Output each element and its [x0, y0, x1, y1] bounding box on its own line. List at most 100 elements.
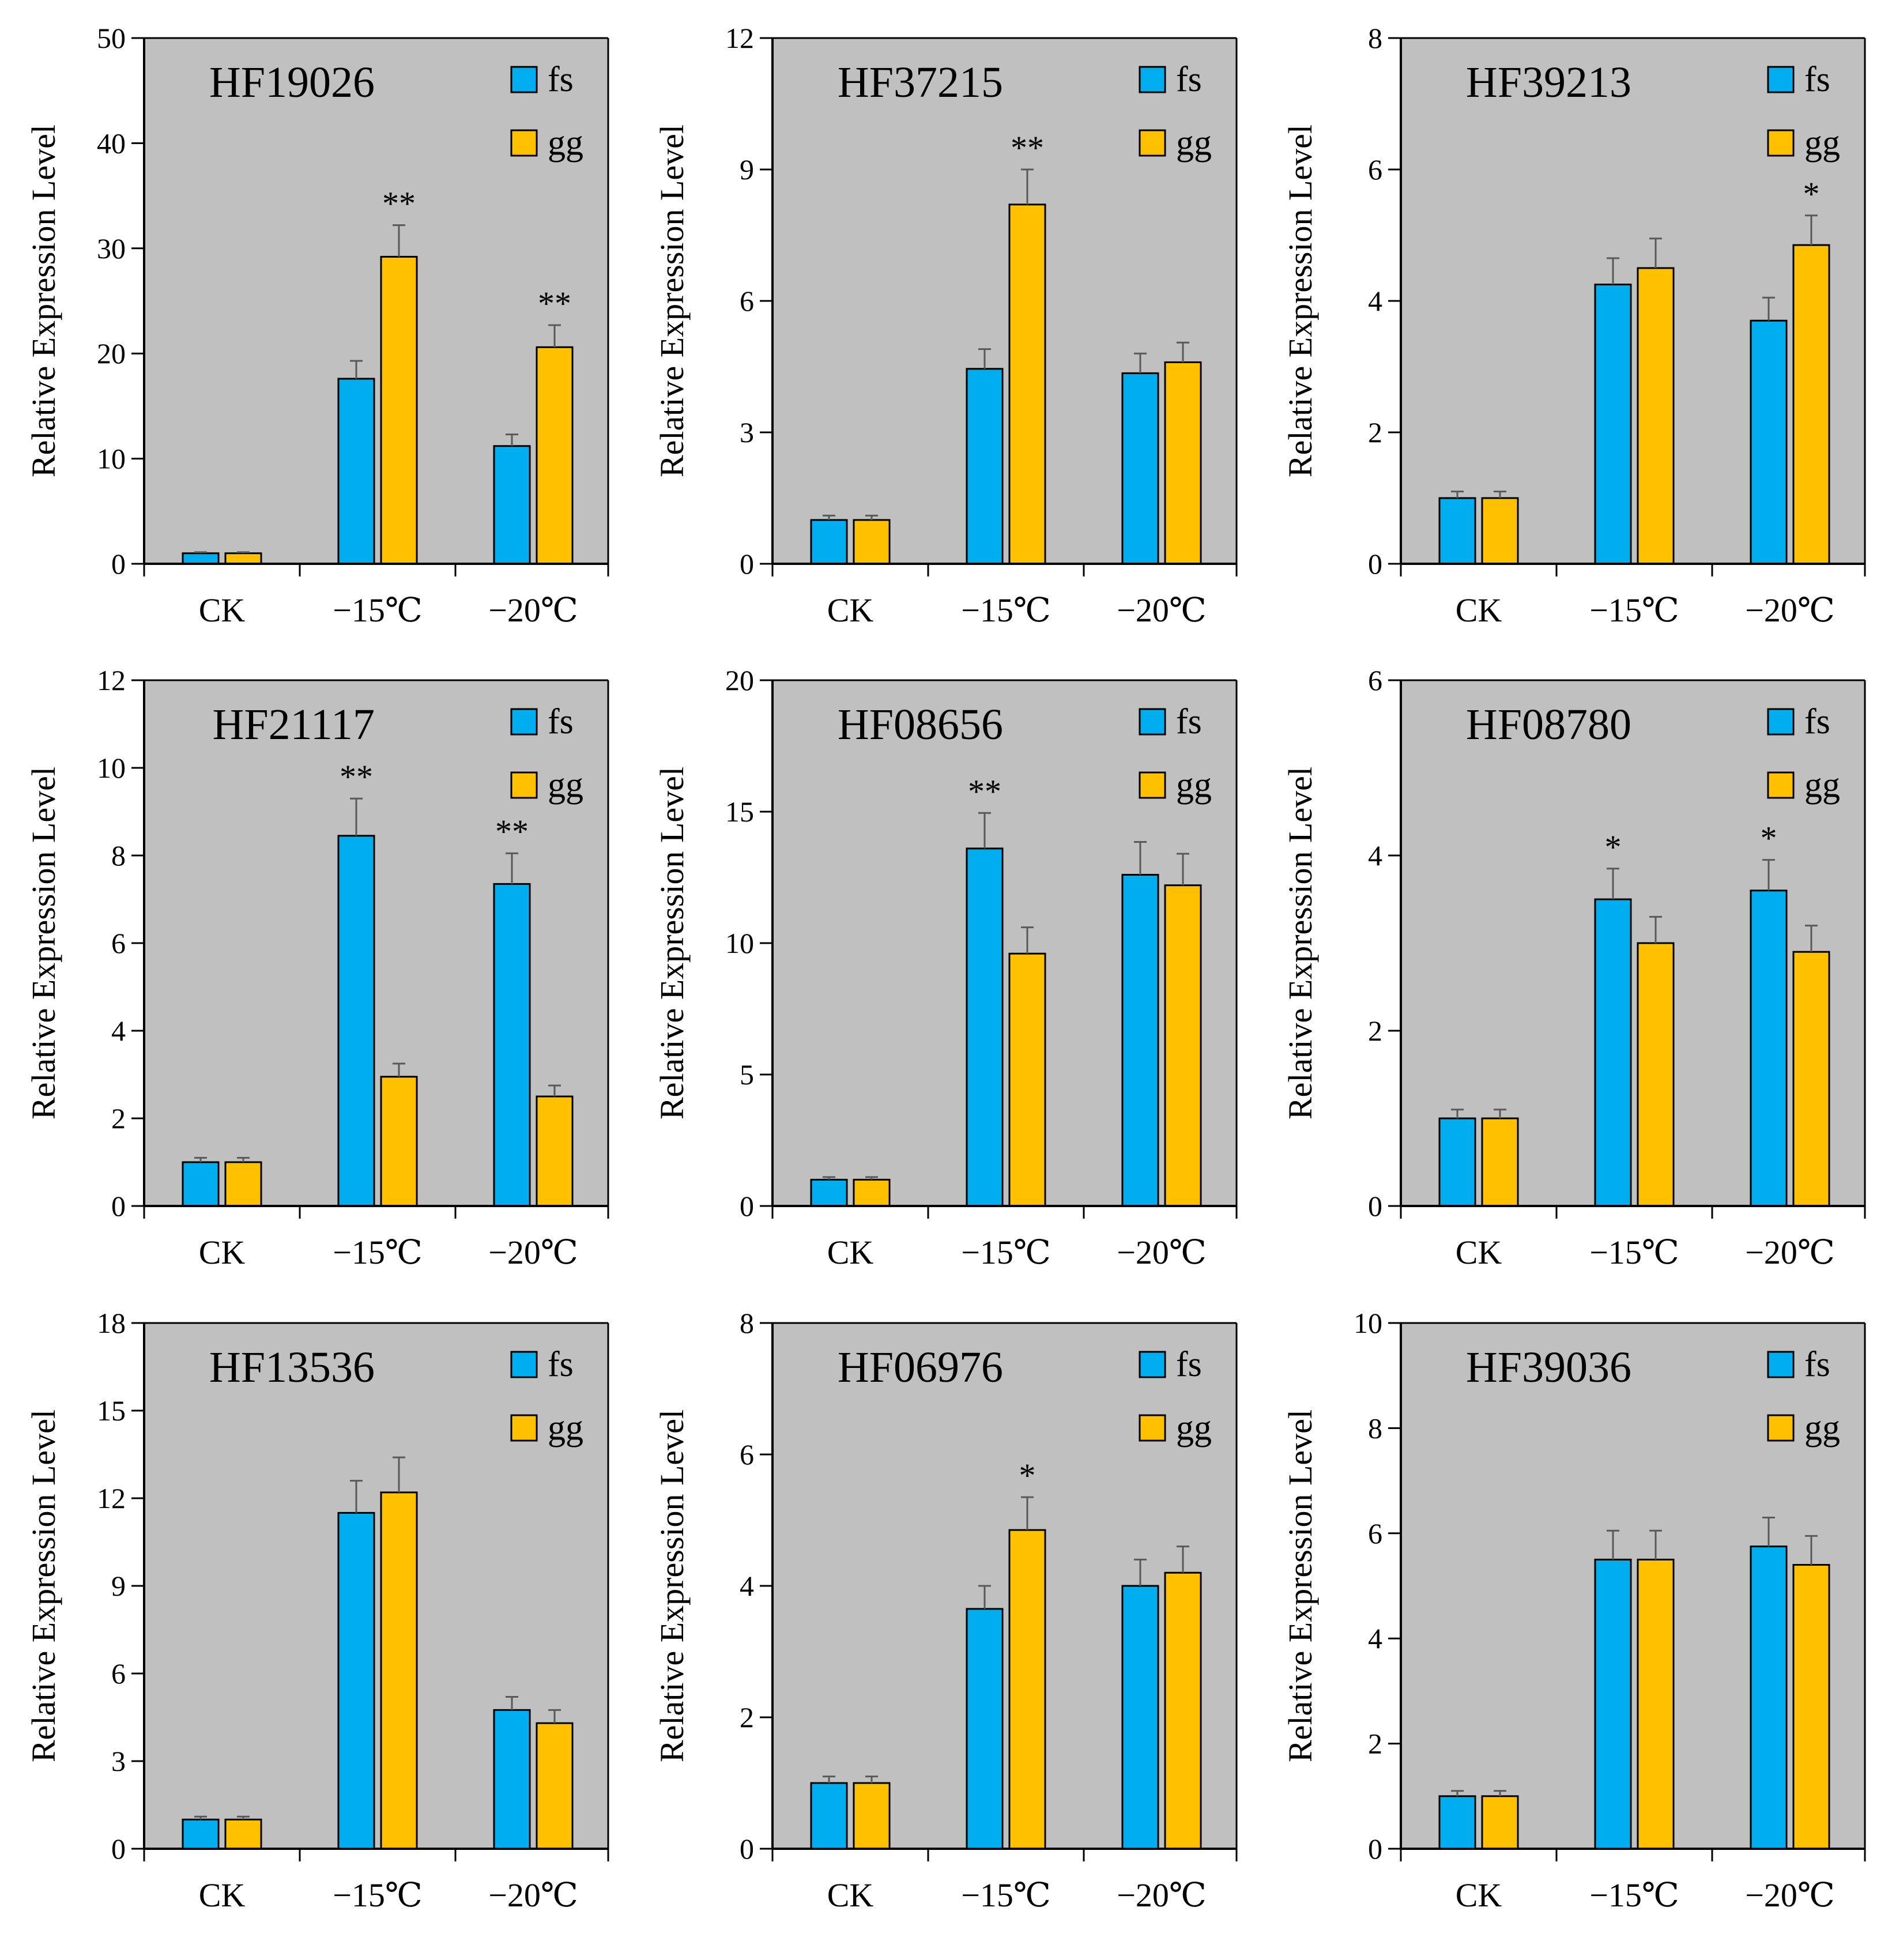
x-tick-label-minus20c: −20℃ — [1745, 1234, 1835, 1271]
y-tick-label: 2 — [1368, 1015, 1382, 1047]
legend-swatch-fs — [1767, 708, 1795, 736]
legend-label-gg: gg — [548, 123, 583, 163]
bar-gg-ck — [224, 1161, 262, 1207]
y-tick-label: 8 — [1368, 22, 1382, 54]
x-tick-label-ck: CK — [827, 591, 874, 629]
y-axis-label: Relative Expression Level — [25, 767, 62, 1120]
x-tick-label-minus20c: −20℃ — [1117, 1876, 1207, 1914]
chart-panel-hf19026: ** ** 0 10 20 30 40 50 CK −15℃ −20℃ Relative Expres… — [25, 22, 609, 629]
y-axis-label: Relative Expression Level — [25, 1409, 62, 1762]
y-tick-label: 15 — [725, 796, 754, 828]
bar-gg-minus20c — [1792, 951, 1830, 1207]
chart-title: HF37215 — [838, 58, 1003, 107]
bar-gg-minus20c — [536, 1722, 574, 1850]
chart-panel-hf13536: 0 3 6 9 12 15 18 CK −15℃ −20℃ Relative Expression … — [25, 1307, 609, 1914]
x-tick-label-minus15c: −15℃ — [333, 1234, 423, 1271]
legend-swatch-gg — [1767, 129, 1795, 157]
y-tick-label: 18 — [97, 1307, 126, 1339]
legend-swatch-fs — [1767, 66, 1795, 93]
y-tick-label: 4 — [1368, 839, 1382, 872]
significance-marker: ** — [1011, 129, 1044, 167]
y-tick-label: 3 — [111, 1745, 126, 1777]
y-tick-label: 10 — [97, 752, 126, 784]
legend-label-gg: gg — [1804, 1408, 1840, 1448]
bar-gg-minus15c — [380, 1491, 418, 1850]
bar-gg-ck — [1481, 1117, 1519, 1207]
y-tick-label: 2 — [1368, 1728, 1382, 1760]
plot-area — [1401, 1323, 1865, 1849]
y-tick-label: 6 — [111, 927, 126, 959]
y-tick-label: 6 — [1368, 153, 1382, 186]
y-tick-label: 20 — [725, 664, 754, 696]
chart-panel-hf06976: * 0 2 4 6 8 CK −15℃ −20℃ Relative Expression Leve… — [653, 1307, 1238, 1914]
legend-swatch-fs — [510, 66, 538, 93]
y-tick-label: 9 — [111, 1570, 126, 1602]
y-tick-label: 6 — [111, 1657, 126, 1690]
bar-fs-ck — [1438, 497, 1476, 565]
bar-fs-minus20c — [1121, 372, 1159, 565]
legend-swatch-fs — [1139, 66, 1166, 93]
y-tick-label: 12 — [97, 664, 126, 696]
y-axis-label: Relative Expression Level — [1282, 125, 1319, 477]
y-tick-label: 4 — [740, 1570, 754, 1602]
bar-gg-ck — [1481, 497, 1519, 565]
y-tick-label: 15 — [97, 1394, 126, 1427]
x-tick-label-minus20c: −20℃ — [1745, 591, 1835, 629]
x-tick-label-ck: CK — [1456, 1234, 1502, 1271]
y-tick-label: 0 — [740, 1190, 754, 1222]
x-tick-label-minus15c: −15℃ — [333, 1876, 423, 1914]
bar-gg-ck — [224, 1818, 262, 1850]
y-tick-label: 8 — [111, 839, 126, 872]
legend-swatch-gg — [1139, 1414, 1166, 1442]
y-tick-label: 40 — [97, 127, 126, 159]
legend-swatch-gg — [510, 129, 538, 157]
y-axis-label: Relative Expression Level — [1282, 1409, 1319, 1762]
legend-label-fs: fs — [1176, 60, 1202, 99]
bar-gg-minus15c — [1008, 203, 1046, 565]
chart-panel-hf21117: ** ** 0 2 4 6 8 10 12 CK −15℃ −20℃ Relative Expressi… — [25, 664, 609, 1271]
y-tick-label: 0 — [740, 548, 754, 580]
legend-label-fs: fs — [1804, 702, 1830, 741]
bar-gg-minus15c — [380, 1076, 418, 1207]
bar-fs-minus20c — [1121, 873, 1159, 1207]
y-tick-label: 50 — [97, 22, 126, 54]
x-tick-label-minus20c: −20℃ — [488, 1876, 578, 1914]
chart-title: HF21117 — [212, 700, 375, 749]
plot-area — [772, 680, 1237, 1206]
significance-marker: ** — [382, 185, 416, 223]
bar-fs-minus20c — [1750, 889, 1788, 1207]
y-tick-label: 8 — [1368, 1412, 1382, 1444]
legend-swatch-gg — [510, 1414, 538, 1442]
legend-label-gg: gg — [1804, 123, 1840, 163]
bar-fs-ck — [810, 1782, 848, 1850]
bar-fs-minus15c — [966, 847, 1004, 1207]
x-tick-label-minus15c: −15℃ — [961, 1234, 1051, 1271]
legend-swatch-gg — [1139, 771, 1166, 799]
chart-title: HF08656 — [838, 700, 1003, 749]
legend-swatch-fs — [1139, 708, 1166, 736]
x-tick-label-minus20c: −20℃ — [488, 1234, 578, 1271]
significance-marker: ** — [538, 285, 571, 322]
x-tick-label-ck: CK — [827, 1876, 874, 1914]
x-tick-label-minus15c: −15℃ — [961, 591, 1051, 629]
y-tick-label: 12 — [97, 1482, 126, 1514]
y-tick-label: 20 — [97, 337, 126, 370]
bar-gg-minus15c — [1637, 267, 1675, 565]
x-tick-label-minus20c: −20℃ — [1117, 591, 1207, 629]
y-tick-label: 10 — [725, 927, 754, 959]
plot-area — [144, 680, 608, 1206]
y-tick-label: 30 — [97, 232, 126, 265]
x-tick-label-ck: CK — [1456, 1876, 1502, 1914]
y-axis-label: Relative Expression Level — [1282, 767, 1319, 1120]
bar-gg-minus20c — [536, 346, 574, 565]
legend-label-gg: gg — [1804, 766, 1840, 805]
chart-title: HF39213 — [1466, 58, 1631, 107]
bar-fs-minus15c — [1594, 284, 1632, 565]
significance-marker: * — [1803, 175, 1820, 213]
bar-gg-minus20c — [1164, 884, 1202, 1207]
bar-gg-minus15c — [1008, 952, 1046, 1207]
plot-area — [772, 1323, 1237, 1849]
x-tick-label-minus15c: −15℃ — [1589, 591, 1679, 629]
chart-panel-hf08656: ** 0 5 10 15 20 CK −15℃ −20℃ Relative Expression … — [653, 664, 1238, 1271]
